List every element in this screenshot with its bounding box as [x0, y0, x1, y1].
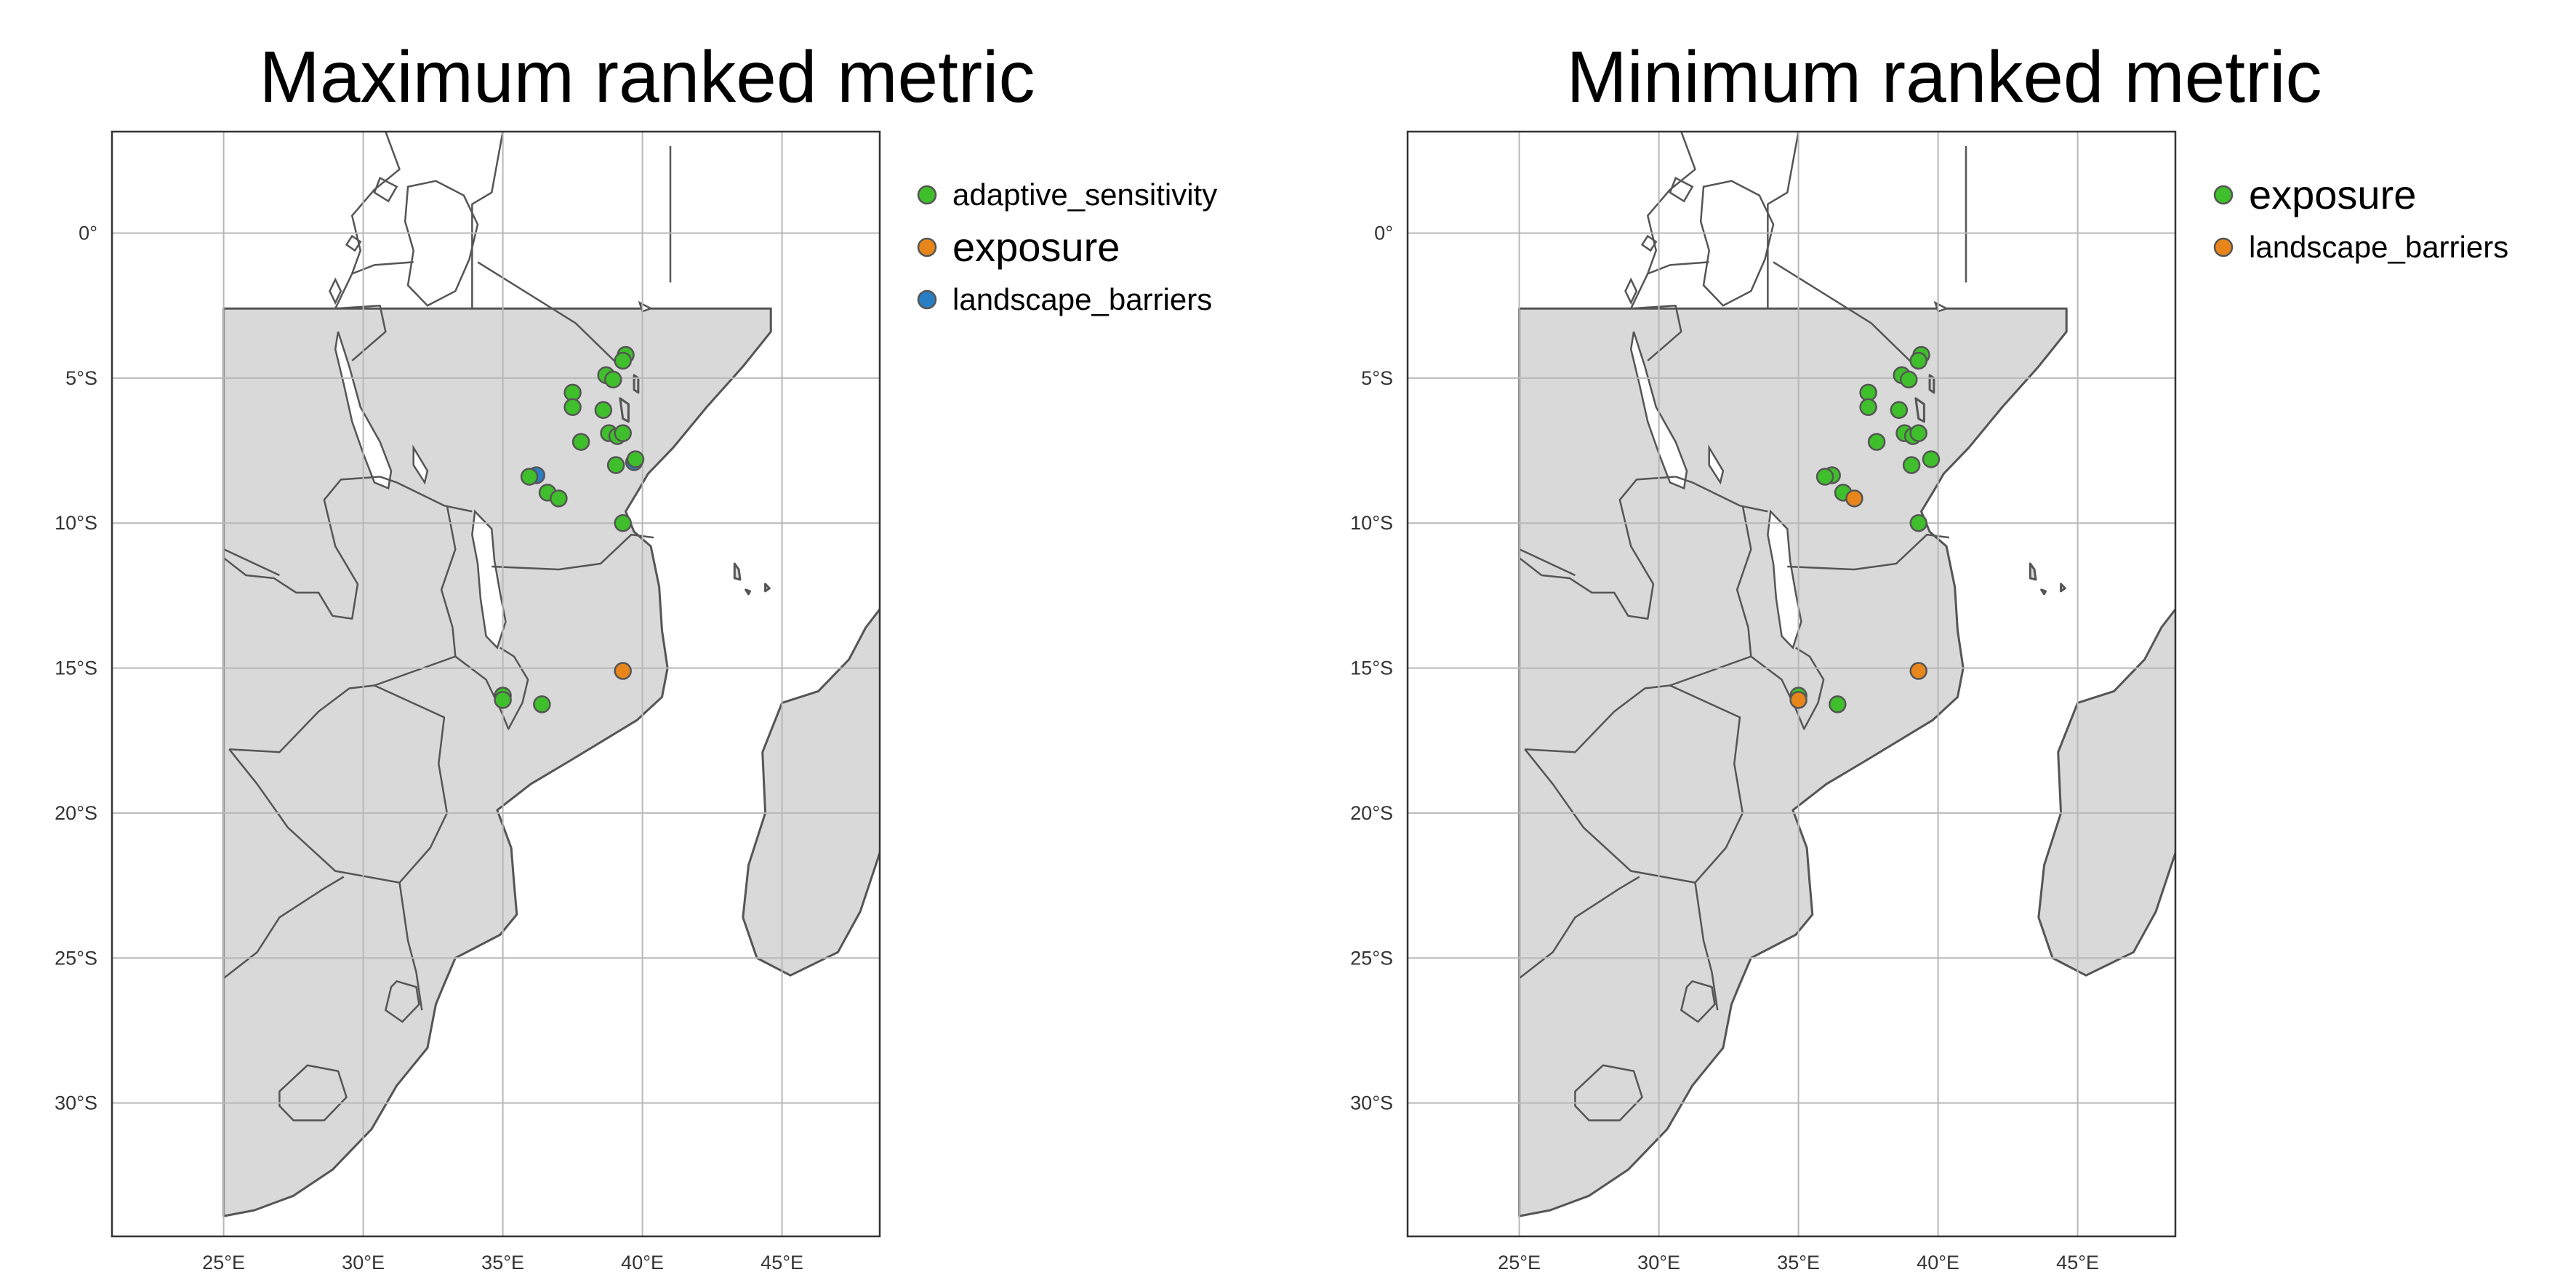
site-point	[594, 401, 613, 419]
y-tick-label: 30°S	[55, 1092, 97, 1114]
site-point	[1909, 662, 1927, 680]
site-point	[614, 513, 632, 532]
basemap	[224, 132, 931, 1216]
y-tick-label: 0°	[1374, 223, 1393, 244]
y-tick-label: 30°S	[1350, 1092, 1393, 1114]
legend: exposure landscape_barriers	[2213, 172, 2508, 264]
legend-label: exposure	[2249, 172, 2416, 217]
x-tick-label: 25°E	[1498, 1252, 1541, 1273]
legend-key-exposure	[2213, 237, 2234, 257]
legend-label: landscape_barriers	[2249, 230, 2508, 264]
panel-frame	[111, 130, 881, 1238]
site-point	[533, 695, 551, 713]
site-point	[606, 456, 625, 474]
y-tick-label: 20°S	[55, 802, 97, 824]
panel-frame	[1406, 130, 2177, 1238]
site-point	[626, 450, 645, 468]
site-point	[1859, 398, 1877, 417]
site-point	[494, 691, 512, 709]
x-tick-label: 45°E	[2056, 1252, 2099, 1273]
map-area	[112, 132, 931, 1236]
x-tick-label: 45°E	[761, 1252, 803, 1273]
y-tick-label: 25°S	[55, 947, 97, 969]
site-point	[1845, 489, 1863, 508]
site-point	[1902, 456, 1921, 474]
y-tick-label: 5°S	[1361, 367, 1393, 389]
x-tick-label: 40°E	[1917, 1252, 1959, 1273]
site-point	[520, 468, 539, 486]
y-tick-label: 5°S	[65, 367, 97, 389]
legend-label: exposure	[952, 224, 1120, 270]
site-point	[604, 370, 622, 389]
y-tick-label: 15°S	[55, 657, 97, 679]
x-tick-label: 30°E	[1637, 1252, 1680, 1273]
legend-key-landscape-barriers	[917, 289, 937, 310]
panel-title: Maximum ranked metric	[260, 36, 1035, 118]
legend-label: landscape_barriers	[952, 282, 1212, 316]
y-tick-label: 0°	[79, 223, 97, 244]
legend: adaptive_sensitivity exposure landscape_ba…	[917, 177, 1217, 316]
site-point	[1922, 450, 1941, 468]
site-point	[614, 351, 632, 370]
right-map-panel: Minimum ranked metric 25°E 30°E 35°E 40°E 45°…	[1350, 36, 2508, 1273]
x-tick-label: 25°E	[202, 1252, 245, 1273]
site-point	[1909, 351, 1927, 370]
site-point	[614, 662, 632, 680]
site-point	[1829, 695, 1847, 713]
legend-label: adaptive_sensitivity	[952, 177, 1217, 212]
panel-title: Minimum ranked metric	[1566, 36, 2322, 118]
site-point	[1815, 468, 1834, 486]
x-tick-label: 40°E	[621, 1252, 664, 1273]
y-tick-label: 25°S	[1350, 947, 1393, 969]
legend-key-exposure	[917, 237, 937, 257]
y-tick-label: 15°S	[1350, 657, 1393, 679]
site-point	[1789, 691, 1807, 709]
site-point	[1909, 424, 1927, 442]
left-map-panel: Maximum ranked metric 25°E 30°E 35°E 40°E 45°…	[55, 36, 1217, 1273]
x-tick-label: 35°E	[1777, 1252, 1820, 1273]
site-point	[614, 424, 632, 442]
site-point	[563, 398, 582, 417]
map-area	[1408, 132, 2226, 1236]
y-tick-label: 10°S	[55, 512, 97, 534]
site-point	[550, 489, 568, 508]
legend-key-adaptive-sensitivity	[917, 185, 937, 205]
y-tick-label: 20°S	[1350, 802, 1393, 824]
x-tick-label: 35°E	[481, 1252, 524, 1273]
site-point	[1867, 433, 1886, 451]
basemap	[1520, 132, 2226, 1216]
site-point	[1909, 513, 1927, 532]
site-point	[1890, 401, 1909, 419]
site-point	[571, 433, 590, 451]
x-tick-label: 30°E	[342, 1252, 385, 1273]
legend-key-adaptive-sensitivity	[2213, 185, 2234, 205]
y-tick-label: 10°S	[1350, 512, 1393, 534]
site-point	[1900, 370, 1918, 389]
